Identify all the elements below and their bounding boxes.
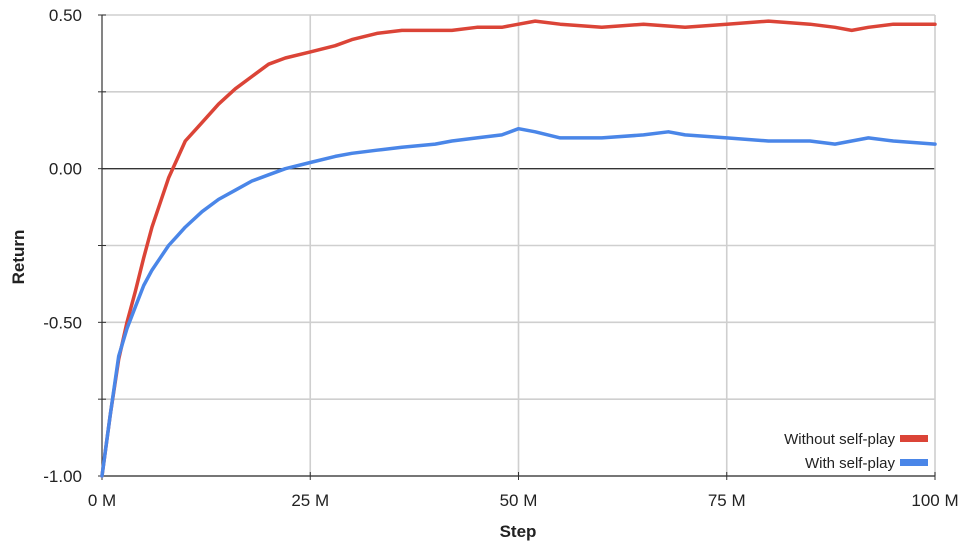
legend-item-without-self-play: Without self-play	[784, 431, 928, 448]
y-tick-label: -1.00	[43, 467, 82, 486]
legend-item-with-self-play: With self-play	[805, 455, 928, 472]
grid	[102, 14, 936, 477]
series-layer	[100, 19, 937, 478]
y-tick-label: 0.50	[49, 6, 82, 25]
x-tick-label: 0 M	[88, 491, 116, 510]
x-tick-label: 25 M	[291, 491, 329, 510]
legend-label-without-self-play: Without self-play	[784, 431, 895, 448]
x-tick-label: 50 M	[500, 491, 538, 510]
x-tick-label: 75 M	[708, 491, 746, 510]
legend: Without self-play With self-play	[784, 431, 928, 472]
series-line-without-self-play	[100, 19, 937, 478]
tick-labels: 0 M 25 M 50 M 75 M 100 M 0.50 0.00 -0.50 -1.00	[43, 6, 958, 510]
y-tick-label: 0.00	[49, 160, 82, 179]
x-axis-title: Step	[500, 522, 537, 541]
y-axis-title: Return	[9, 230, 28, 285]
y-tick-label: -0.50	[43, 313, 82, 332]
axes	[98, 14, 936, 480]
x-tick-label: 100 M	[911, 491, 958, 510]
series-line-with-self-play	[100, 126, 937, 478]
legend-swatch-with-self-play	[900, 459, 928, 466]
legend-swatch-without-self-play	[900, 435, 928, 442]
legend-label-with-self-play: With self-play	[805, 455, 896, 472]
